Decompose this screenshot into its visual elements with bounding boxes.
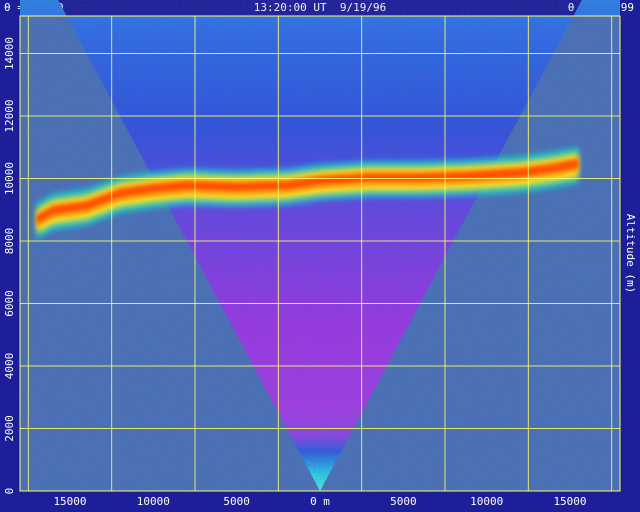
x-tick-label: 5000 [223, 495, 250, 508]
cloud-layer [36, 146, 579, 240]
y-tick-label: 12000 [3, 99, 16, 132]
y-tick-label: 4000 [3, 353, 16, 380]
timestamp: 13:20:00 UT 9/19/96 [253, 1, 387, 14]
y-tick-label: 6000 [3, 290, 16, 317]
grid-lines [19, 15, 621, 492]
x-tick-label: 15000 [53, 495, 86, 508]
y-tick-label: 0 [3, 488, 16, 495]
y-tick-label: 2000 [3, 415, 16, 442]
scan-noise-texture [20, 0, 620, 491]
y-tick-label: 10000 [3, 162, 16, 195]
x-tick-label: 15000 [553, 495, 586, 508]
y-tick-label: 8000 [3, 228, 16, 255]
cloud-core [36, 159, 579, 224]
y-axis-ticks: 0 2000 4000 6000 8000 10000 12000 14000 [3, 37, 16, 494]
x-axis-ticks: 15000 10000 5000 0 m 5000 10000 15000 [53, 495, 586, 508]
plot-frame [19, 15, 621, 492]
x-tick-label: 0 m [310, 495, 330, 508]
y-tick-label: 14000 [3, 37, 16, 70]
x-tick-label: 5000 [390, 495, 417, 508]
x-tick-label: 10000 [470, 495, 503, 508]
x-tick-label: 10000 [137, 495, 170, 508]
y-axis-label: Altitude (m) [624, 214, 637, 293]
